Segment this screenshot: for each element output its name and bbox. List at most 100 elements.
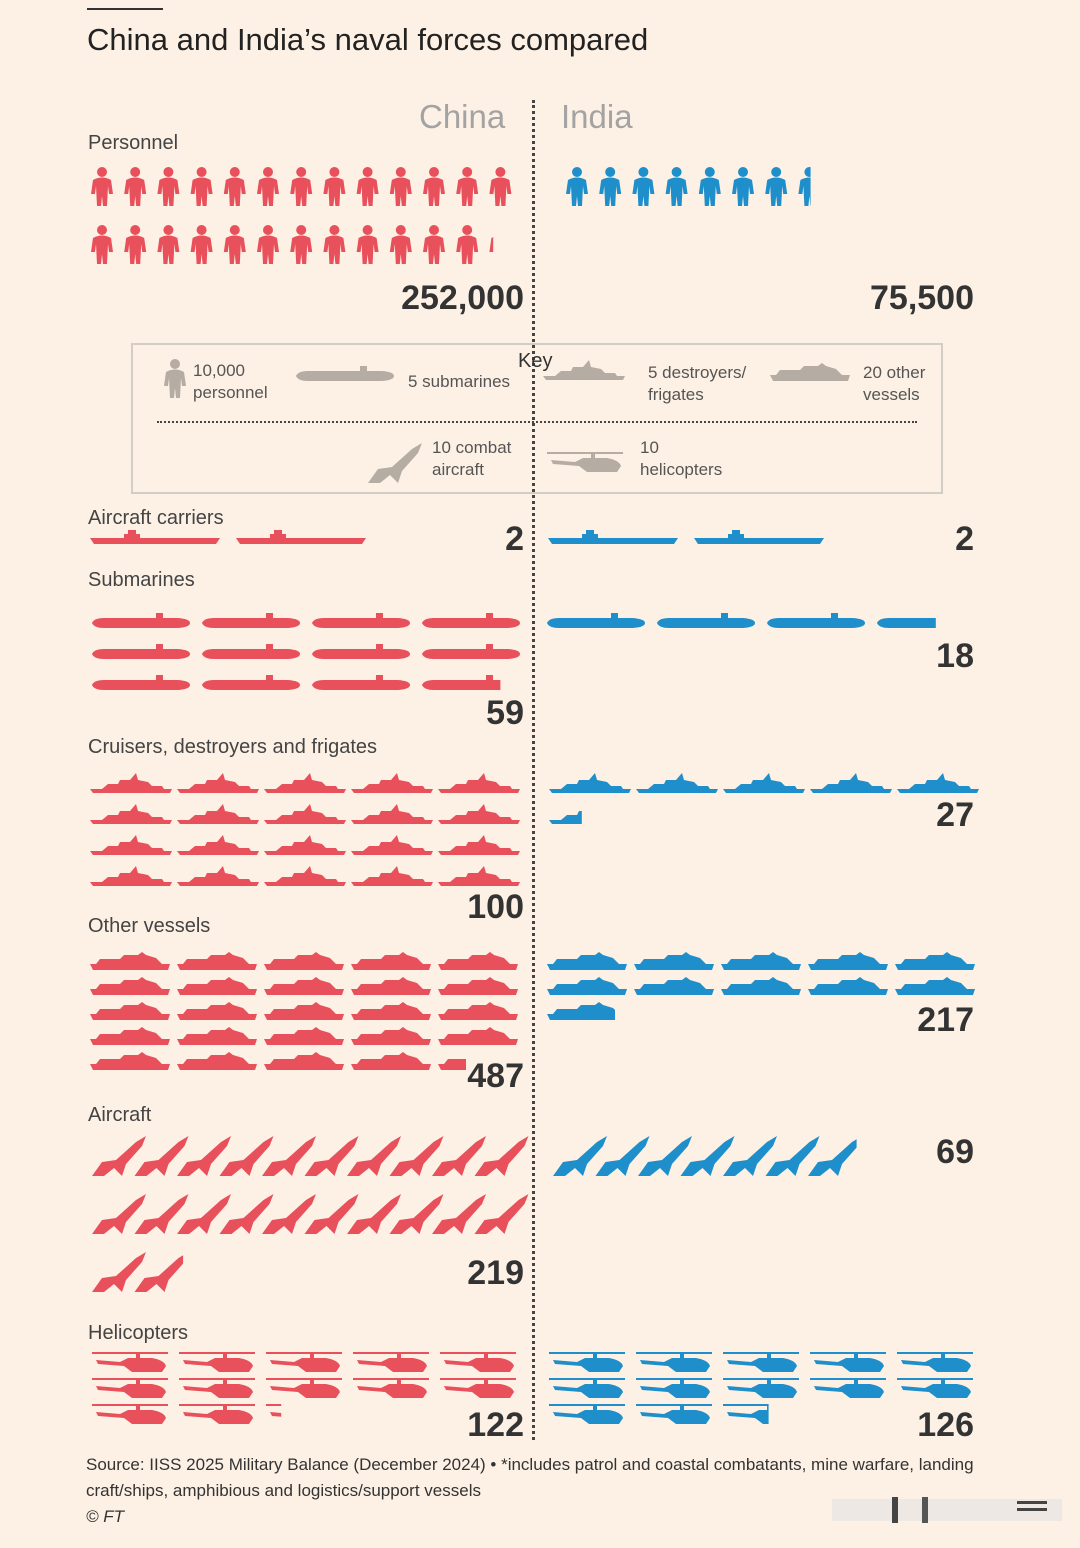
personnel-icon-china-18 (257, 225, 279, 264)
aircraft-icon-china-116 (92, 1136, 146, 1176)
frigate-icon-china-57 (351, 773, 433, 793)
helicopter-icon-china-145 (92, 1352, 168, 1372)
vessel-icon-india-111 (634, 977, 714, 995)
submarine-icon-china-38 (92, 613, 190, 628)
frigate-icon-india-75 (636, 773, 718, 793)
helicopter-icon-india-166 (810, 1378, 886, 1398)
personnel-icon-china-10 (423, 167, 445, 206)
key-other-label: 20 other vessels (863, 363, 926, 404)
frigate-icon-china-63 (438, 804, 520, 824)
personnel-icon-china-0 (91, 167, 113, 206)
helicopter-icon-india-165 (723, 1378, 799, 1398)
value-other-china: 487 (467, 1057, 524, 1095)
frigate-icon-china-66 (264, 835, 346, 855)
aircraft-icon-china-135 (474, 1194, 529, 1234)
personnel-icon-china-24 (456, 225, 479, 264)
frigate-icon-china-62 (351, 804, 433, 824)
frigate-icon-india-78 (897, 773, 979, 793)
personnel-icon-china-6 (290, 167, 313, 206)
vessel-icon-china-98 (351, 1027, 431, 1045)
aircraft-icon-china-134 (432, 1194, 486, 1234)
label-destroyers: Cruisers, destroyers and frigates (88, 736, 378, 758)
value-aircraft-china: 219 (467, 1254, 524, 1292)
frigate-icon-china-60 (177, 804, 259, 824)
personnel-icon-india-32 (765, 167, 788, 206)
vessel-icon-china-93 (351, 1002, 431, 1020)
vessel-icon-china-92 (264, 1002, 344, 1020)
aircraft-icon-china-127 (134, 1194, 189, 1234)
vessel-icon-india-114 (895, 977, 975, 995)
aircraft-icon-china-129 (219, 1194, 274, 1234)
helicopter-icon-india-170 (723, 1404, 769, 1424)
personnel-icon-india-30 (698, 167, 721, 206)
carrier-icon-china-35 (236, 530, 366, 544)
personnel-icon-china-3 (190, 167, 213, 206)
aircraft-icon-china-119 (219, 1136, 274, 1176)
label-other-vessels: Other vessels (88, 915, 211, 937)
submarine-icon-china-43 (202, 644, 300, 659)
vessel-icon-china-85 (90, 977, 170, 995)
watermark-icon (832, 1497, 1062, 1523)
helicopter-icon-china-153 (353, 1378, 429, 1398)
aircraft-icon-china-137 (134, 1255, 184, 1292)
personnel-icon-india-33 (798, 167, 811, 206)
key-personnel-label: 10,000 personnel (193, 361, 268, 402)
value-helicopters-india: 126 (917, 1406, 974, 1444)
aircraft-icon-china-125 (474, 1136, 529, 1176)
helicopter-icon-china-152 (266, 1378, 342, 1398)
title-rule (87, 8, 163, 10)
aircraft-icon-india-140 (638, 1136, 692, 1176)
aircraft-icon-china-117 (134, 1136, 189, 1176)
frigate-icon-china-56 (264, 773, 346, 793)
vessel-icon-india-107 (721, 952, 801, 970)
vessel-icon-china-80 (90, 952, 170, 970)
vessel-icon-china-97 (264, 1027, 344, 1045)
aircraft-icon-china-121 (304, 1136, 359, 1176)
frigate-icon-china-65 (177, 835, 259, 855)
vessel-icon-india-106 (634, 952, 714, 970)
frigate-icon-china-64 (90, 835, 172, 855)
value-submarines-china: 59 (486, 694, 524, 732)
submarine-icon-china-41 (422, 613, 520, 628)
submarine-icon-china-45 (422, 644, 520, 659)
key-aircraft-icon-175 (368, 443, 422, 483)
frigate-icon-india-76 (723, 773, 805, 793)
country-header-china: China (419, 98, 506, 135)
value-personnel-china: 252,000 (401, 279, 524, 317)
frigate-icon-china-73 (438, 866, 520, 886)
vessel-icon-china-95 (90, 1027, 170, 1045)
aircraft-icon-china-126 (92, 1194, 146, 1234)
credit: © FT (86, 1507, 125, 1526)
aircraft-icon-china-128 (177, 1194, 231, 1234)
personnel-icon-china-8 (356, 167, 379, 206)
personnel-icon-china-22 (389, 225, 412, 264)
helicopter-icon-china-147 (266, 1352, 342, 1372)
aircraft-icon-india-142 (723, 1136, 777, 1176)
helicopter-icon-china-149 (440, 1352, 516, 1372)
submarine-icon-india-51 (657, 613, 755, 628)
submarine-icon-china-49 (422, 675, 501, 690)
center-divider (532, 100, 535, 1440)
vessel-icon-china-87 (264, 977, 344, 995)
helicopter-icon-india-160 (723, 1352, 799, 1372)
personnel-icon-china-9 (389, 167, 412, 206)
personnel-icon-china-20 (323, 225, 346, 264)
helicopter-icon-china-148 (353, 1352, 429, 1372)
vessel-icon-china-100 (90, 1052, 170, 1070)
vessel-icon-china-84 (438, 952, 518, 970)
submarine-icon-china-48 (312, 675, 410, 690)
personnel-icon-china-23 (423, 225, 445, 264)
vessel-icon-china-91 (177, 1002, 257, 1020)
aircraft-icon-india-143 (765, 1136, 820, 1176)
vessel-icon-india-108 (808, 952, 888, 970)
aircraft-icon-china-124 (432, 1136, 486, 1176)
aircraft-icon-china-122 (347, 1136, 401, 1176)
key-separator (157, 421, 917, 423)
value-personnel-india: 75,500 (870, 279, 974, 317)
frigate-icon-india-77 (810, 773, 892, 793)
vessel-icon-china-99 (438, 1027, 518, 1045)
key-personnel-icon-171 (164, 359, 186, 398)
helicopter-icon-china-154 (440, 1378, 516, 1398)
key-submarines-label: 5 submarines (408, 372, 511, 391)
submarine-icon-india-53 (877, 618, 936, 628)
